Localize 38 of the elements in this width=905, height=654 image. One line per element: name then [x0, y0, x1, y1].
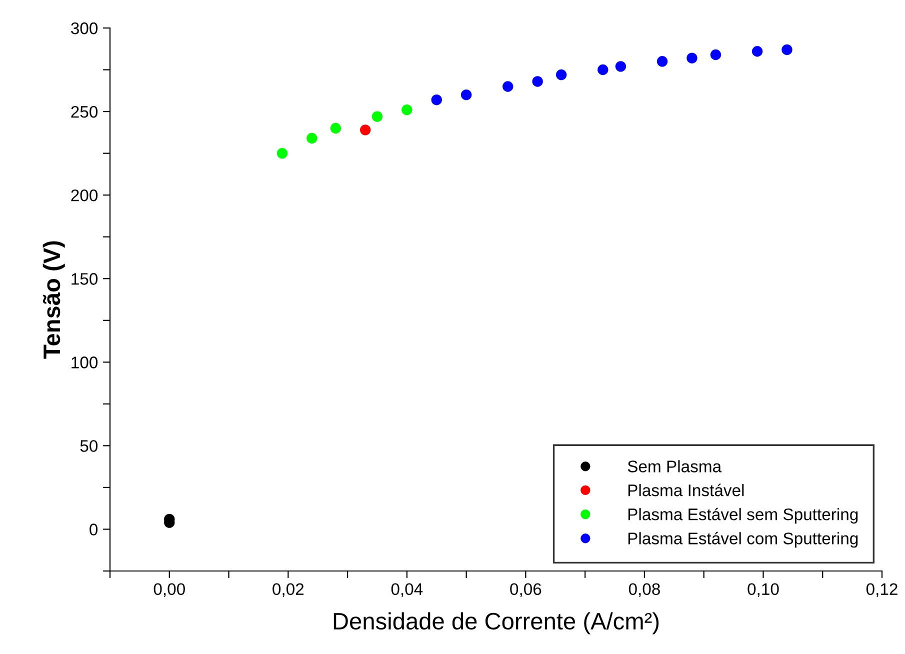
- point: [532, 76, 543, 87]
- x-tick-label: 0,06: [510, 583, 542, 598]
- y-tick-label: 200: [71, 189, 98, 202]
- point: [656, 56, 668, 67]
- point: [615, 61, 626, 72]
- legend-label: Sem Plasma: [628, 460, 722, 472]
- point: [502, 81, 514, 92]
- point: [686, 52, 698, 64]
- point: [306, 132, 318, 144]
- y-tick-label: 250: [71, 106, 98, 118]
- point: [752, 46, 763, 57]
- y-tick-label: 50: [80, 440, 98, 452]
- y-tick-label: 0: [90, 524, 98, 536]
- y-tick-label: 150: [72, 273, 98, 285]
- point: [782, 44, 792, 56]
- x-tick-label: 0,02: [272, 583, 304, 598]
- y-axis-title: Tensão (V): [42, 241, 65, 359]
- point: [598, 64, 608, 76]
- point: [460, 89, 472, 100]
- y-tick-label: 100: [72, 356, 98, 368]
- point: [402, 104, 412, 116]
- x-tick-label: 0,12: [866, 583, 898, 598]
- point: [710, 49, 722, 60]
- x-tick-label: 0,04: [391, 583, 423, 598]
- x-axis-title: Densidade de Corrente (A/cm²): [334, 612, 659, 634]
- y-tick-label: 300: [71, 22, 98, 34]
- point: [431, 94, 442, 106]
- point: [330, 122, 342, 134]
- point: [276, 148, 288, 159]
- legend-label: Plasma Instável: [628, 484, 744, 496]
- point: [372, 111, 383, 122]
- point: [360, 124, 371, 136]
- legend-label: Plasma Estável sem Sputtering: [628, 508, 858, 524]
- x-tick-label: 0,00: [154, 583, 185, 598]
- point: [556, 69, 567, 80]
- x-tick-label: 0,08: [628, 583, 660, 598]
- legend-label: Plasma Estável com Sputtering: [628, 532, 858, 548]
- x-tick-label: 0,10: [748, 583, 779, 598]
